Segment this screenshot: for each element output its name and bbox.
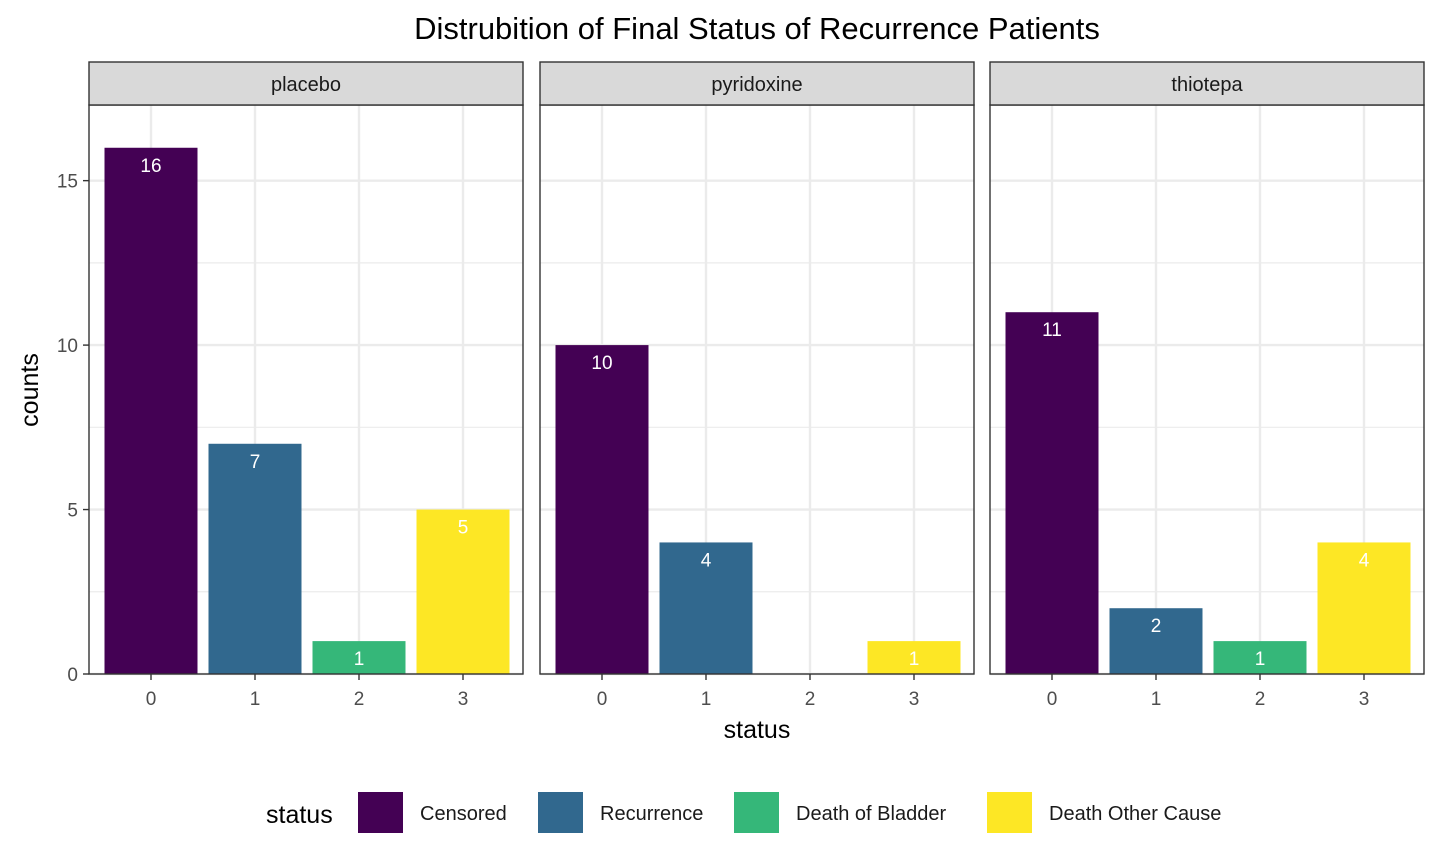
y-tick-label: 10: [57, 336, 78, 357]
x-tick-label: 1: [1151, 689, 1162, 710]
legend-label: Death Other Cause: [1049, 803, 1221, 825]
legend-label: Death of Bladder: [796, 803, 946, 825]
x-tick-label: 2: [354, 689, 365, 710]
x-tick-label: 2: [805, 689, 816, 710]
bar-placebo-2: [312, 641, 406, 674]
bar-value-label: 4: [701, 550, 712, 571]
bar-value-label: 1: [354, 649, 365, 670]
x-tick-label: 2: [1255, 689, 1266, 710]
legend-key: [734, 792, 779, 833]
legend-key: [358, 792, 403, 833]
x-tick-label: 3: [1359, 689, 1370, 710]
x-tick-label: 1: [250, 689, 261, 710]
legend-key: [538, 792, 583, 833]
bar-value-label: 7: [250, 452, 261, 473]
legend-label: Censored: [420, 803, 507, 825]
bar-pyridoxine-0: [555, 345, 649, 674]
bar-thiotepa-2: [1213, 641, 1307, 674]
chart-title: Distrubition of Final Status of Recurren…: [414, 11, 1100, 46]
facet-panel-pyridoxine: 10 4 1 pyridoxine 0 1 2 3: [539, 61, 975, 710]
y-axis: 0 5 10 15: [57, 172, 89, 686]
bar-value-label: 11: [1042, 320, 1062, 341]
legend: status Censored Recurrence Death of Bladder…: [266, 792, 1221, 833]
bar-thiotepa-3: [1317, 542, 1411, 674]
legend-key: [987, 792, 1032, 833]
x-tick-label: 3: [458, 689, 469, 710]
bar-value-label: 5: [458, 518, 469, 539]
bar-value-label: 1: [1255, 649, 1266, 670]
facet-strip: [989, 61, 1425, 106]
bar-placebo-1: [208, 443, 302, 674]
facet-panel-thiotepa: 11 2 1 4 thiotepa 0 1 2 3: [989, 61, 1425, 710]
bar-value-label: 10: [591, 353, 612, 374]
bar-placebo-0: [104, 147, 198, 675]
x-axis-title: status: [724, 716, 791, 744]
bar-thiotepa-0: [1005, 312, 1099, 674]
x-tick-label: 3: [909, 689, 920, 710]
y-axis-title: counts: [16, 353, 44, 427]
legend-title: status: [266, 801, 333, 829]
facet-strip-label: pyridoxine: [711, 74, 802, 96]
bar-value-label: 4: [1359, 550, 1370, 571]
bar-thiotepa-1: [1109, 608, 1203, 674]
y-tick-label: 5: [67, 501, 78, 522]
x-tick-label: 0: [146, 689, 157, 710]
bar-value-label: 2: [1151, 616, 1162, 637]
facet-strip: [88, 61, 524, 106]
facet-strip-label: thiotepa: [1171, 74, 1243, 96]
legend-label: Recurrence: [600, 803, 703, 825]
facet-strip-label: placebo: [271, 74, 341, 96]
x-tick-label: 1: [701, 689, 712, 710]
bar-value-label: 1: [909, 649, 920, 670]
x-tick-label: 0: [1047, 689, 1058, 710]
y-tick-label: 0: [67, 665, 78, 686]
bar-placebo-3: [416, 509, 510, 674]
bar-pyridoxine-1: [659, 542, 753, 674]
bar-value-label: 16: [140, 156, 161, 177]
y-tick-label: 15: [57, 172, 78, 193]
x-tick-label: 0: [597, 689, 608, 710]
facet-strip: [539, 61, 975, 106]
bar-pyridoxine-3: [867, 641, 961, 674]
facet-panel-placebo: 16 7 1 5 placebo 0 1 2 3: [88, 61, 524, 710]
